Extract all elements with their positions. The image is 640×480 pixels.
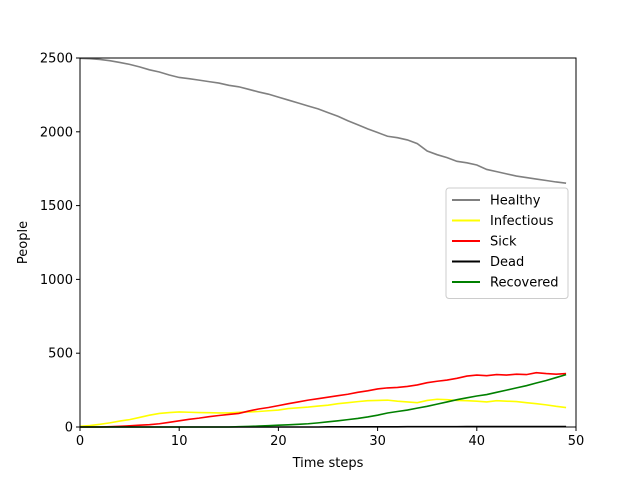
y-axis-label: People bbox=[16, 221, 31, 264]
legend-box bbox=[445, 187, 569, 299]
x-tick-label: 10 bbox=[171, 434, 188, 449]
x-tick-label: 50 bbox=[568, 434, 585, 449]
x-axis-label: Time steps bbox=[292, 456, 364, 471]
legend-label-infectious: Infectious bbox=[490, 214, 554, 229]
x-tick-label: 20 bbox=[270, 434, 287, 449]
y-tick-label: 1500 bbox=[40, 199, 73, 214]
y-tick-label: 1000 bbox=[40, 273, 73, 288]
series-line-healthy bbox=[79, 57, 567, 184]
x-tick-label: 30 bbox=[369, 434, 386, 449]
x-tick-label: 0 bbox=[76, 434, 84, 449]
x-tick-label: 40 bbox=[469, 434, 486, 449]
legend-label-healthy: Healthy bbox=[490, 194, 541, 209]
plot-frame bbox=[79, 57, 577, 428]
legend-label-recovered: Recovered bbox=[490, 276, 559, 291]
series-line-sick bbox=[80, 371, 567, 428]
y-tick-label: 2500 bbox=[40, 52, 73, 67]
legend-label-dead: Dead bbox=[490, 255, 524, 270]
legend: Healthy Infectious Sick Dead Recovered bbox=[445, 187, 569, 299]
y-tick-label: 0 bbox=[65, 421, 73, 436]
y-tick-label: 2000 bbox=[40, 125, 73, 140]
series-line-infectious bbox=[79, 398, 567, 428]
y-tick-label: 500 bbox=[48, 347, 73, 362]
y-axis: 0 500 1000 1500 2000 2500 bbox=[40, 52, 80, 436]
legend-label-sick: Sick bbox=[490, 235, 517, 250]
x-axis: 0 10 20 30 40 50 bbox=[76, 427, 584, 449]
